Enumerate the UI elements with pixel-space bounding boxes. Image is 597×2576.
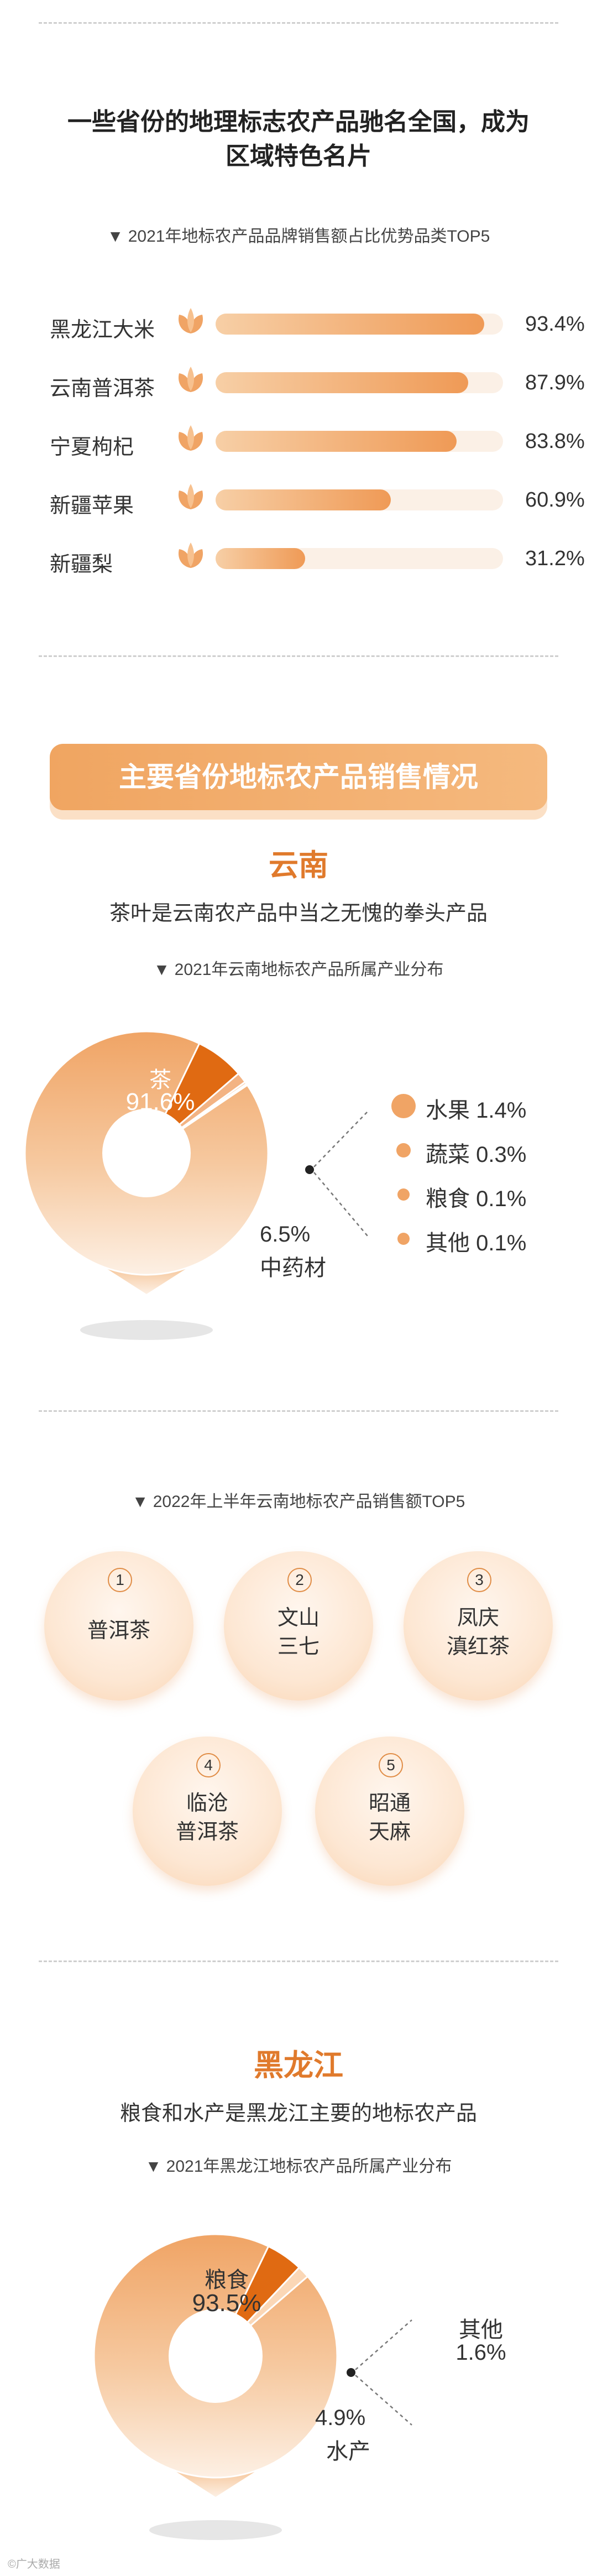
legend-dot-other [397,1233,410,1245]
divider [39,655,558,657]
bar-track [216,372,503,393]
rank-badge: 3 [467,1568,491,1592]
leader-dot [305,1165,314,1174]
bar-value-label: 87.9% [525,371,585,394]
bar-row: 云南普洱茶 87.9% [50,366,585,400]
bar-value-label: 93.4% [525,312,585,336]
section-title-line2: 区域特色名片 [226,143,371,170]
slice-label-medicine-name: 中药材 [260,1256,326,1280]
rank-badge: 5 [379,1753,403,1777]
slice-label-other-name: 其他 [459,2318,503,2342]
slice-label-aquatic-name: 水产 [326,2439,370,2464]
pie-hole [169,2309,263,2403]
slice-label-tea-name: 茶 [149,1068,171,1092]
region-title-yunnan: 云南 [269,849,328,882]
pin-shadow [149,2520,282,2540]
top5-item: 4 临沧普洱茶 [133,1737,282,1886]
bar-row: 新疆苹果 60.9% [50,483,585,518]
footer-logo: ©广大数据 [8,2558,60,2570]
region-subtitle-heilongjiang: 粮食和水产是黑龙江主要的地标农产品 [119,2102,477,2125]
top5-item: 5 昭通天麻 [315,1737,464,1886]
leader-lines [355,2319,412,2426]
top5-item-label: 昭通 天麻 [315,1789,464,1847]
section-banner: 主要省份地标农产品销售情况 [50,744,547,810]
leaf-icon [171,419,210,457]
heilongjiang-pie-chart [93,2233,412,2540]
top5-item-label: 凤庆 滇红茶 [404,1604,553,1661]
divider [39,1410,558,1412]
legend-vegetable: 蔬菜 0.3% [426,1143,527,1167]
top5-item-line1: 临沧 [186,1792,228,1815]
top5-item: 2 文山三七 [224,1551,373,1701]
bar-value-label: 31.2% [525,547,585,570]
leader-dot [347,2368,355,2377]
top5-item: 1 普洱茶 [44,1551,193,1701]
bar-value-label: 60.9% [525,488,585,512]
bar-row: 黑龙江大米 93.4% [50,307,585,342]
bar-category-label: 云南普洱茶 [50,377,155,400]
legend-other: 其他 0.1% [426,1231,527,1255]
bar-row: 宁夏枸杞 83.8% [50,424,585,459]
region-subtitle-yunnan: 茶叶是云南农产品中当之无愧的拳头产品 [109,902,488,925]
leaf-icon [171,360,210,399]
top5-item-line1: 凤庆 [457,1607,499,1630]
legend-dot-grain [397,1188,410,1201]
chart-title-yunnan-top5: ▼ 2022年上半年云南地标农产品销售额TOP5 [132,1493,465,1511]
top5-item-line1: 文山 [277,1607,320,1630]
top5-item-label: 临沧 普洱茶 [133,1789,282,1847]
rank-badge: 1 [108,1568,132,1592]
chart-title-yunnan: ▼ 2021年云南地标农产品所属产业分布 [153,961,444,979]
slice-label-grain-name: 粮食 [205,2268,249,2292]
rank-badge: 4 [196,1753,221,1777]
leaf-icon [171,536,210,575]
top5-item-line2: 滇红茶 [446,1635,510,1659]
yunnan-pie-chart [24,1030,416,1340]
top5-item-line1: 普洱茶 [87,1619,150,1642]
bar-track [216,431,503,452]
slice-label-tea-value: 91.6% [125,1088,195,1115]
bar-category-label: 宁夏枸杞 [50,436,134,459]
legend-fruit: 水果 1.4% [426,1098,527,1123]
bar-track [216,548,503,569]
bar [216,489,391,510]
chart-title-heilongjiang: ▼ 2021年黑龙江地标农产品所属产业分布 [145,2157,452,2176]
slice-label-medicine-value: 6.5% [260,1222,311,1247]
top5-item-line2: 普洱茶 [175,1821,239,1844]
slice-label-other-value: 1.6% [455,2340,506,2365]
top5-item-label: 文山 三七 [224,1604,373,1661]
top5-item-label: 普洱茶 [44,1616,193,1645]
top5-item-line2: 天麻 [368,1821,411,1844]
bar-track [216,314,503,335]
top5-item-line1: 昭通 [368,1792,411,1815]
slice-label-grain-value: 93.5% [192,2290,261,2317]
divider [39,1960,558,1962]
top5-item: 3 凤庆滇红茶 [404,1551,553,1701]
bar [216,548,306,569]
bar-category-label: 黑龙江大米 [50,319,155,342]
rank-badge: 2 [287,1568,312,1592]
legend-grain: 粮食 0.1% [426,1187,527,1211]
top5-item-line2: 三七 [277,1635,320,1659]
bar-category-label: 新疆苹果 [50,494,134,518]
leaf-icon [171,477,210,516]
legend-dot-veg [396,1143,411,1157]
bar-row: 新疆梨 31.2% [50,541,585,576]
slice-label-aquatic-value: 4.9% [315,2406,366,2430]
divider [39,22,558,24]
bar [216,431,457,452]
region-title-heilongjiang: 黑龙江 [254,2049,343,2082]
bar [216,314,484,335]
bar-value-label: 83.8% [525,430,585,453]
section-title-line1: 一些省份的地理标志农产品驰名全国，成为 [67,108,530,135]
bar-track [216,489,503,510]
leaf-icon [171,301,210,340]
chart-title-top5: ▼ 2021年地标农产品品牌销售额占比优势品类TOP5 [107,227,490,246]
pin-shadow [80,1320,213,1340]
bar [216,372,469,393]
pie-hole [102,1109,191,1197]
leader-lines [313,1111,368,1237]
bar-category-label: 新疆梨 [50,553,113,576]
legend-dot-fruit [391,1094,416,1118]
